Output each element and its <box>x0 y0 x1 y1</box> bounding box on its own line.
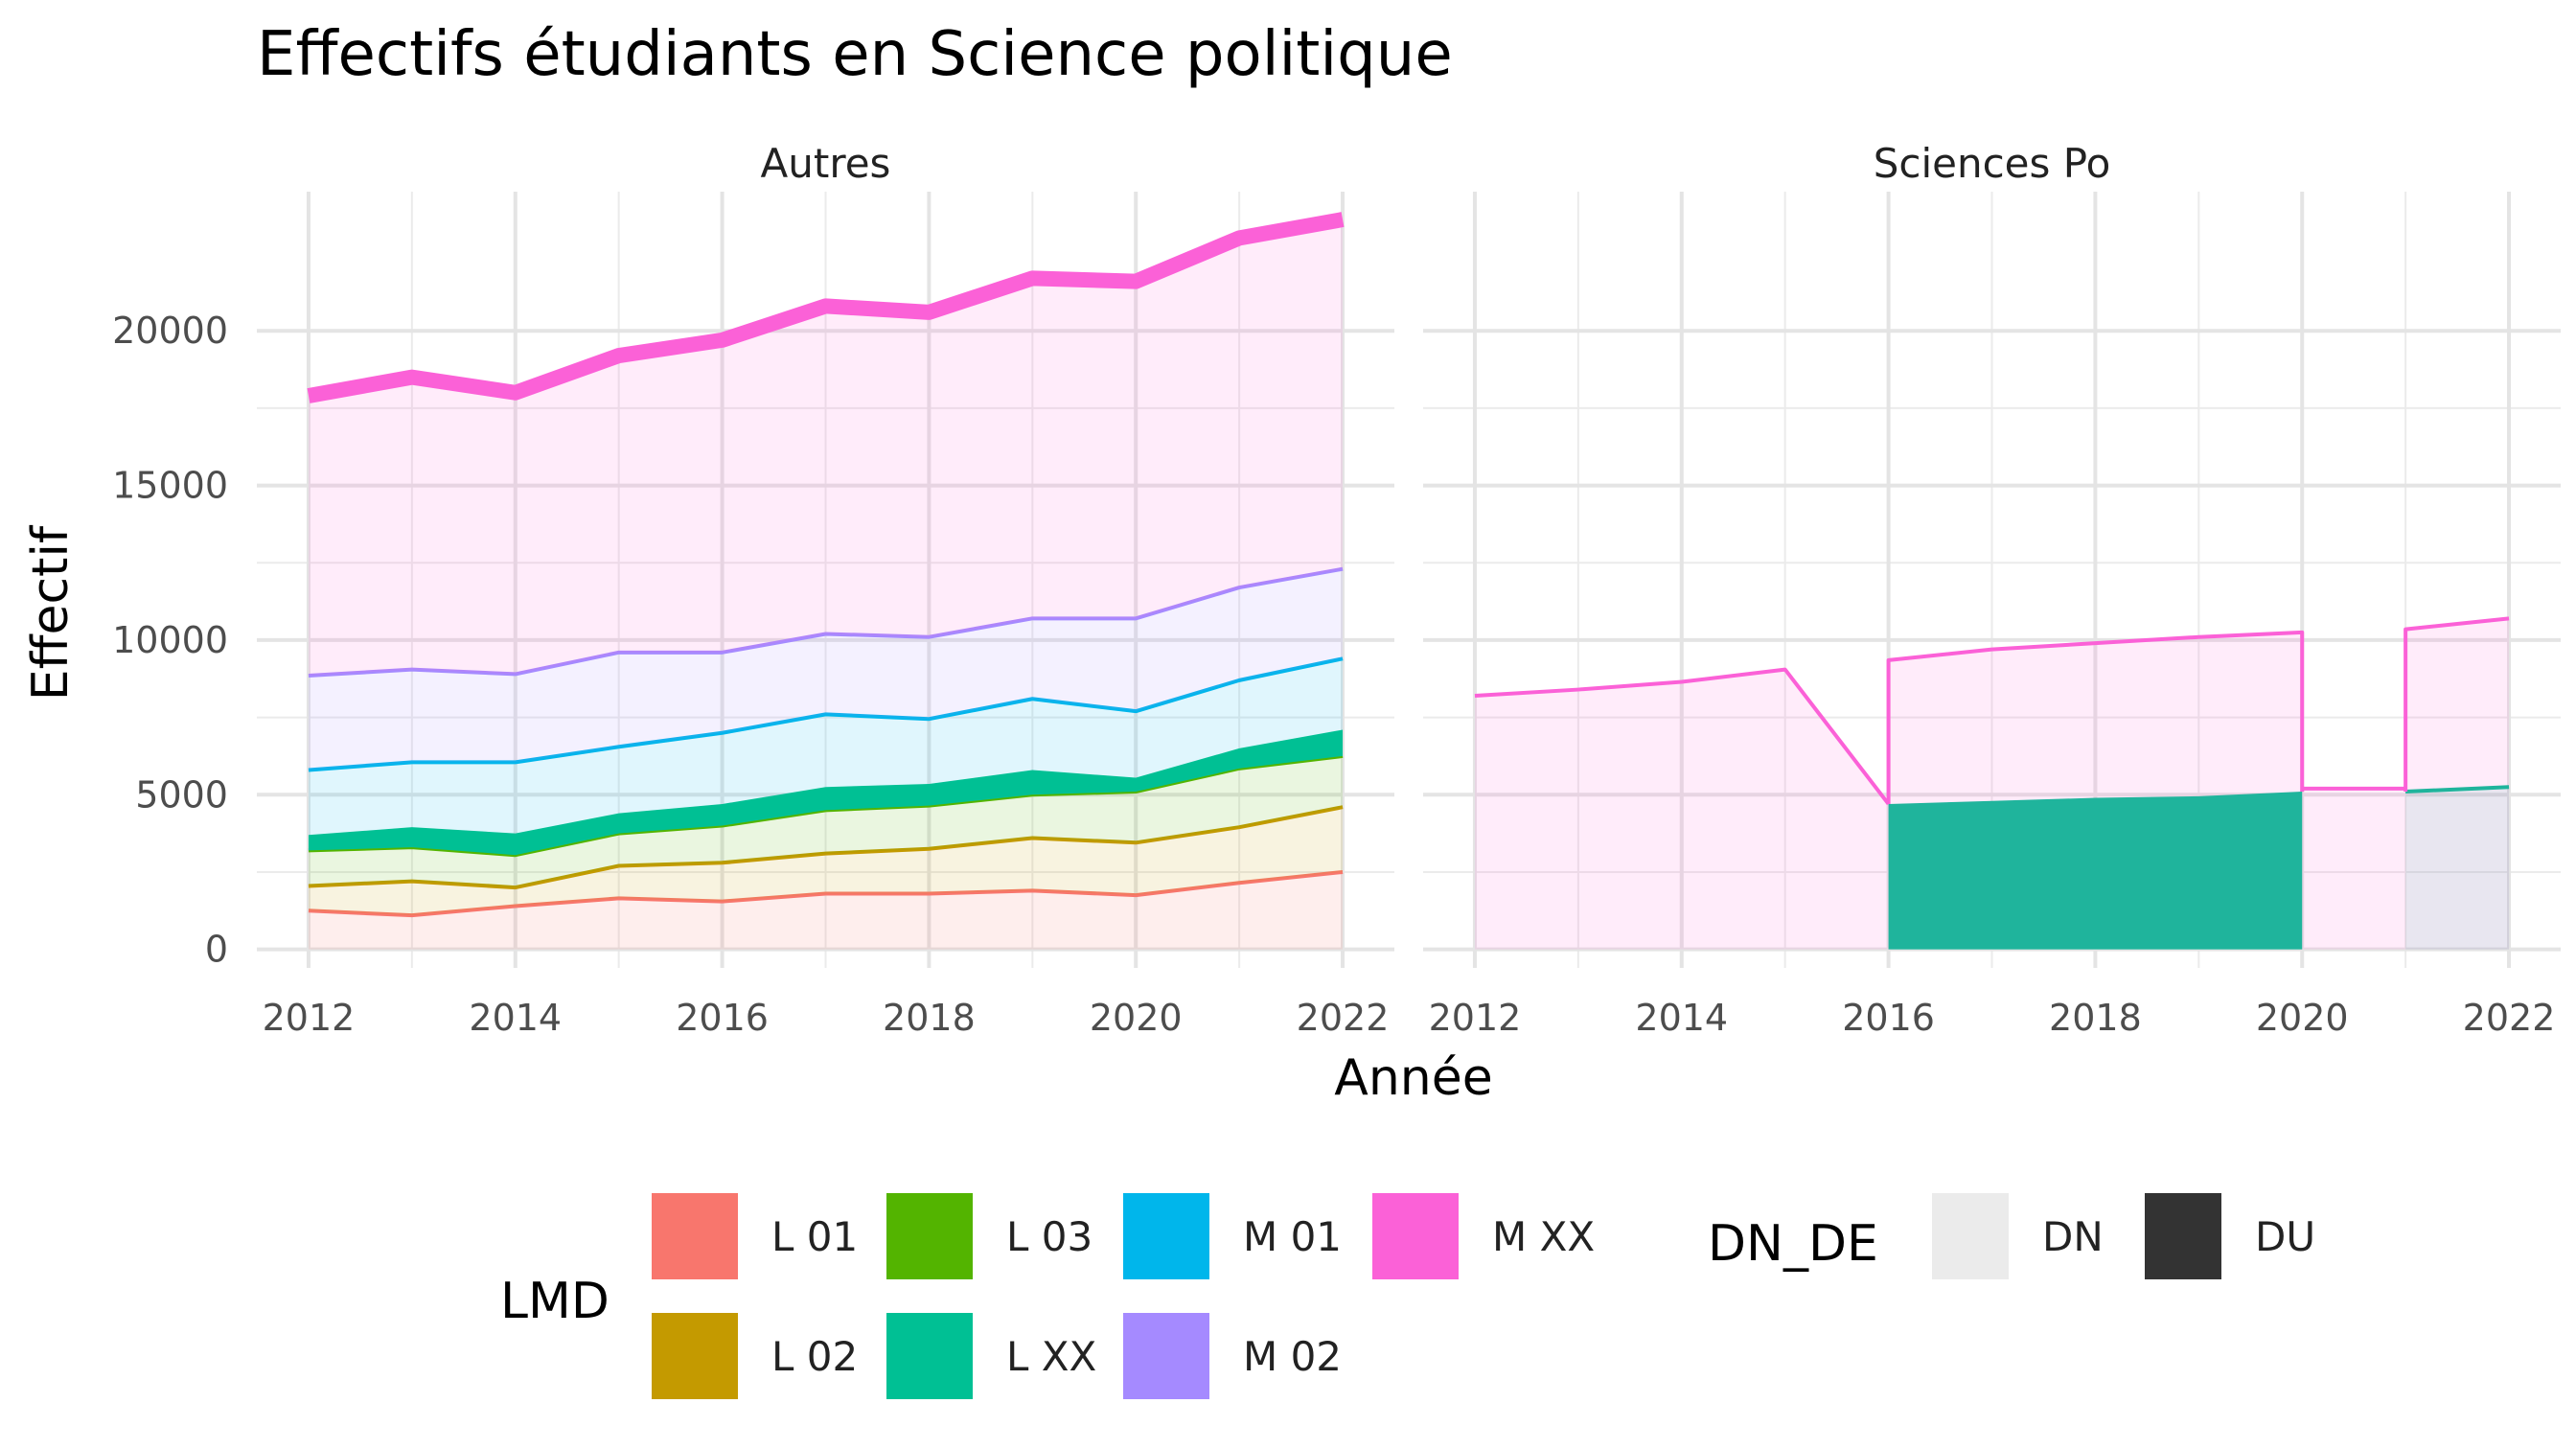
series-line <box>308 805 1344 890</box>
y-tick-label: 10000 <box>112 619 228 661</box>
legend-key-swatch <box>886 1313 973 1399</box>
area-band <box>2405 618 2510 950</box>
legend-key-swatch <box>1372 1193 1459 1279</box>
legend-label: M XX <box>1492 1213 1595 1260</box>
x-tick-label: 2022 <box>2463 997 2556 1039</box>
x-tick-label: 2022 <box>1297 997 1390 1039</box>
area-band-l-xx-dn <box>2405 787 2510 950</box>
area-band <box>308 219 1344 677</box>
legend-key-swatch <box>652 1313 738 1399</box>
area-band <box>1474 669 1889 950</box>
x-axis-title: Année <box>1334 1049 1492 1107</box>
legend-label: M 01 <box>1243 1213 1342 1260</box>
x-tick-label: 2014 <box>469 997 562 1039</box>
area-band <box>1888 632 2303 950</box>
legend-label: L 01 <box>771 1213 858 1260</box>
legend-label: DU <box>2255 1213 2315 1260</box>
legend-label: M 02 <box>1243 1333 1342 1380</box>
panel-strip-label: Autres <box>761 140 891 187</box>
legend-key-swatch <box>1123 1193 1209 1279</box>
y-tick-label: 5000 <box>135 773 228 816</box>
area-band <box>308 807 1344 916</box>
legend-key-swatch <box>652 1193 738 1279</box>
legend-title-dn-de: DN_DE <box>1708 1215 1878 1273</box>
panel-autres: Autres 2012 2014 2016 2018 2020 2022 0 5000 1000… <box>112 140 1394 1039</box>
panel-strip-label: Sciences Po <box>1874 140 2111 187</box>
y-tick-label: 0 <box>205 929 228 971</box>
legend: LMD DN_DE L 01 L 02 L 03 L XX M 01 M 02 M XX DN… <box>500 1193 2315 1399</box>
series-line <box>308 566 1344 678</box>
x-tick-label: 2016 <box>1842 997 1935 1039</box>
x-tick-label: 2016 <box>676 997 769 1039</box>
y-tick-label: 20000 <box>112 310 228 352</box>
area-band <box>308 658 1344 836</box>
area-band-l-xx <box>308 729 1344 856</box>
series-line <box>2405 785 2510 794</box>
area-band <box>308 755 1344 888</box>
legend-title-lmd: LMD <box>500 1273 610 1330</box>
x-tick-label: 2012 <box>1429 997 1522 1039</box>
series-line <box>1886 630 2305 804</box>
legend-key-swatch <box>886 1193 973 1279</box>
x-tick-label: 2018 <box>883 997 976 1039</box>
series-line <box>308 869 1344 918</box>
x-tick-label: 2020 <box>2256 997 2349 1039</box>
legend-key-swatch <box>2145 1193 2221 1279</box>
series-line <box>307 212 1345 403</box>
legend-key-swatch <box>1123 1313 1209 1399</box>
area-band <box>308 871 1344 950</box>
chart-title: Effectifs étudiants en Science politique <box>257 19 1453 90</box>
x-tick-label: 2020 <box>1090 997 1183 1039</box>
series-line <box>1474 667 1891 806</box>
x-tick-label: 2018 <box>2049 997 2142 1039</box>
legend-label: L 03 <box>1006 1213 1092 1260</box>
y-tick-label: 15000 <box>112 465 228 507</box>
series-marks <box>1474 616 2510 950</box>
panel-sciences-po: Sciences Po 2012 2014 2016 2018 2020 2022 <box>1423 140 2561 1039</box>
x-tick-label: 2012 <box>263 997 356 1039</box>
legend-key-swatch <box>1932 1193 2009 1279</box>
series-line <box>308 656 1344 772</box>
legend-label: DN <box>2042 1213 2104 1260</box>
area-band <box>2302 788 2406 950</box>
y-axis-title: Effectif <box>22 524 80 701</box>
legend-label: L XX <box>1006 1333 1096 1380</box>
x-tick-label: 2014 <box>1635 997 1728 1039</box>
series-line <box>2404 616 2510 793</box>
legend-label: L 02 <box>771 1333 858 1380</box>
series-marks <box>307 212 1345 950</box>
area-band-l-xx <box>1888 792 2303 950</box>
